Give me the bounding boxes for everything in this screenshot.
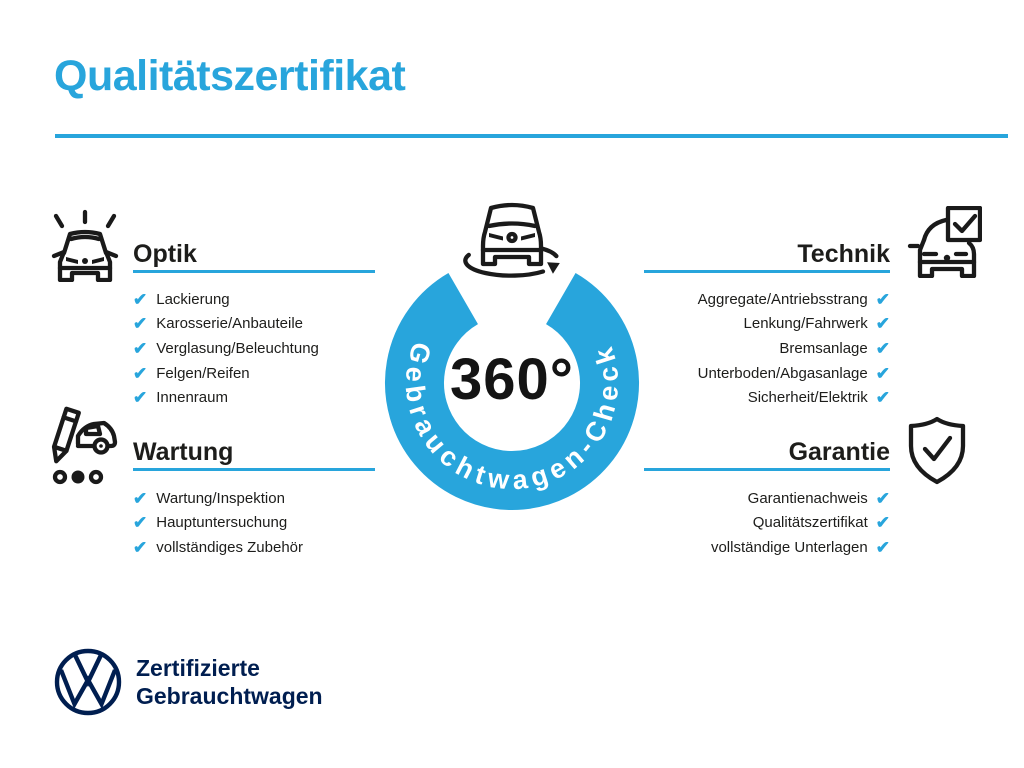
checklist-item-label: Bremsanlage: [779, 339, 868, 357]
checklist-item-label: Karosserie/Anbauteile: [156, 315, 304, 333]
section-title-optik: Optik: [133, 240, 197, 268]
check-icon: ✔: [875, 363, 890, 383]
technik-checklist: Aggregate/Antriebsstrang ✔ Lenkung/Fahrw…: [600, 287, 890, 410]
checklist-item-label: Innenraum: [156, 389, 228, 407]
checklist-item: Garantienachweis ✔: [600, 486, 890, 511]
check-icon: ✔: [875, 513, 890, 533]
section-title-garantie: Garantie: [788, 438, 890, 466]
check-icon: ✔: [133, 289, 148, 309]
checklist-item: ✔ Verglasung/Beleuchtung: [133, 336, 433, 361]
check-icon: ✔: [133, 513, 148, 533]
check-icon: ✔: [875, 537, 890, 557]
brand-text: Zertifizierte Gebrauchtwagen: [136, 654, 323, 710]
checklist-item: vollständige Unterlagen ✔: [600, 535, 890, 560]
optik-checklist: ✔ Lackierung ✔ Karosserie/Anbauteile ✔ V…: [133, 287, 433, 410]
vw-logo: [54, 648, 122, 716]
checklist-item-label: Wartung/Inspektion: [156, 489, 285, 507]
section-title-wartung: Wartung: [133, 438, 234, 466]
checklist-item: ✔ Lackierung: [133, 287, 433, 312]
checklist-item: ✔ vollständiges Zubehör: [133, 535, 433, 560]
shield-check-icon: [908, 416, 966, 485]
page-title: Qualitätszertifikat: [54, 52, 406, 100]
title-divider: [55, 134, 1008, 138]
checklist-item: ✔ Wartung/Inspektion: [133, 486, 433, 511]
wartung-divider: [133, 468, 375, 471]
checklist-item: Lenkung/Fahrwerk ✔: [600, 312, 890, 337]
check-icon: ✔: [875, 314, 890, 334]
check-icon: ✔: [133, 363, 148, 383]
checklist-item: Qualitätszertifikat ✔: [600, 511, 890, 536]
checklist-item-label: Lackierung: [156, 290, 230, 308]
optik-divider: [133, 270, 375, 273]
badge-degrees: 360°: [450, 347, 574, 412]
check-icon: ✔: [133, 488, 148, 508]
service-pen-car-icon: [51, 406, 118, 485]
shiny-car-icon: [51, 209, 119, 282]
check-icon: ✔: [133, 314, 148, 334]
checklist-item: Sicherheit/Elektrik ✔: [600, 385, 890, 410]
check-icon: ✔: [875, 388, 890, 408]
checklist-item: ✔ Felgen/Reifen: [133, 361, 433, 386]
section-title-technik: Technik: [797, 240, 890, 268]
checklist-item-label: Aggregate/Antriebsstrang: [697, 290, 868, 308]
garantie-checklist: Garantienachweis ✔ Qualitätszertifikat ✔…: [600, 486, 890, 560]
checklist-item: Unterboden/Abgasanlage ✔: [600, 361, 890, 386]
check-icon: ✔: [133, 388, 148, 408]
wartung-checklist: ✔ Wartung/Inspektion ✔ Hauptuntersuchung…: [133, 486, 433, 560]
car-rotate-icon: [463, 202, 560, 278]
checklist-item: ✔ Karosserie/Anbauteile: [133, 312, 433, 337]
checklist-item-label: Felgen/Reifen: [156, 364, 250, 382]
checklist-item: ✔ Innenraum: [133, 385, 433, 410]
badge-ring: [385, 273, 639, 510]
brand-line-1: Zertifizierte: [136, 655, 260, 681]
check-icon: ✔: [133, 537, 148, 557]
car-checklist-icon: [907, 206, 982, 278]
checklist-item-label: Unterboden/Abgasanlage: [697, 364, 868, 382]
garantie-divider: [644, 468, 890, 471]
checklist-item: ✔ Hauptuntersuchung: [133, 511, 433, 536]
checklist-item-label: Lenkung/Fahrwerk: [743, 315, 868, 333]
checklist-item-label: Hauptuntersuchung: [156, 514, 288, 532]
checklist-item-label: Garantienachweis: [747, 489, 868, 507]
brand-line-2: Gebrauchtwagen: [136, 683, 323, 709]
check-icon: ✔: [133, 338, 148, 358]
checklist-item-label: Sicherheit/Elektrik: [747, 389, 868, 407]
checklist-item-label: Verglasung/Beleuchtung: [156, 339, 319, 357]
technik-divider: [644, 270, 890, 273]
checklist-item-label: vollständige Unterlagen: [710, 538, 868, 556]
check-icon: ✔: [875, 488, 890, 508]
check-icon: ✔: [875, 289, 890, 309]
360-check-badge: Gebrauchtwagen-Check: [385, 273, 639, 510]
checklist-item-label: Qualitätszertifikat: [752, 514, 868, 532]
checklist-item-label: vollständiges Zubehör: [156, 538, 304, 556]
checklist-item: Aggregate/Antriebsstrang ✔: [600, 287, 890, 312]
checklist-item: Bremsanlage ✔: [600, 336, 890, 361]
check-icon: ✔: [875, 338, 890, 358]
